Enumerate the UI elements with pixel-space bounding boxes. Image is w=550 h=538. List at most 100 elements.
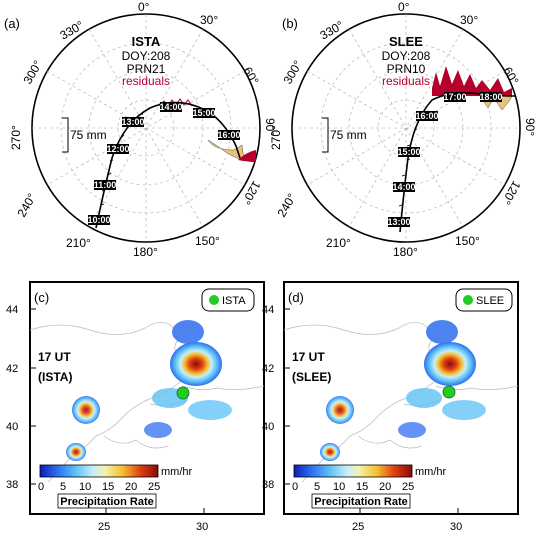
scale-label-b: 75 mm xyxy=(330,128,367,142)
polar-grid-a xyxy=(31,13,261,243)
az-0: 0° xyxy=(138,0,150,14)
station-marker-c xyxy=(176,386,190,400)
cbar-c-20: 20 xyxy=(125,481,137,493)
map-axes-c: 44 42 40 38 25 30 xyxy=(6,304,208,533)
precip-c xyxy=(66,320,232,461)
time-a-0: 10:00 xyxy=(87,215,110,225)
legend-label-d: SLEE xyxy=(476,295,504,307)
map-time-d: 17 UT xyxy=(292,350,325,364)
map-station-c: (ISTA) xyxy=(38,370,72,384)
doy-a: DOY:208 xyxy=(122,49,171,63)
cbar-c-5: 5 xyxy=(60,481,66,493)
az-90: 90° xyxy=(263,118,277,136)
time-a-4: 14:00 xyxy=(159,102,182,112)
scale-label-a: 75 mm xyxy=(70,128,107,142)
az-b-30: 30° xyxy=(460,13,478,27)
az-150: 150° xyxy=(195,234,220,248)
az-210: 210° xyxy=(66,236,91,250)
cbar-title-c: Precipitation Rate xyxy=(60,496,154,508)
prn-a: PRN21 xyxy=(127,62,166,76)
panel-letter-b: (b) xyxy=(282,16,298,31)
lon-c-25: 25 xyxy=(98,521,110,533)
az-b-90: 90° xyxy=(523,118,537,136)
az-240: 240° xyxy=(14,191,39,220)
map-axes-d: 44 42 40 38 25 30 xyxy=(262,304,462,533)
az-30: 30° xyxy=(200,13,218,27)
lat-c-42: 42 xyxy=(6,363,18,375)
time-b-5: 18:00 xyxy=(479,92,502,102)
az-b-240: 240° xyxy=(274,191,299,220)
az-b-210: 210° xyxy=(326,236,351,250)
az-b-0: 0° xyxy=(398,0,410,14)
time-labels-b: 13:00 14:00 15:00 16:00 17:00 18:00 xyxy=(387,92,503,227)
time-b-2: 15:00 xyxy=(397,147,420,157)
cbar-d-15: 15 xyxy=(356,481,368,493)
colorbar-c: 0 5 10 15 20 25 mm/hr Precipitation Rate xyxy=(38,464,193,509)
cbar-d-0: 0 xyxy=(292,481,298,493)
lat-c-44: 44 xyxy=(6,304,18,316)
az-b-120: 120° xyxy=(499,179,524,208)
precip-d xyxy=(320,320,486,461)
cbar-c-0: 0 xyxy=(38,481,44,493)
panel-letter-d: (d) xyxy=(288,290,304,305)
lat-d-40: 40 xyxy=(262,421,274,433)
time-a-1: 11:00 xyxy=(94,180,117,190)
time-labels-a: 10:00 11:00 12:00 13:00 14:00 15:00 16:0… xyxy=(87,102,241,225)
lat-c-38: 38 xyxy=(6,479,18,491)
cbar-unit-c: mm/hr xyxy=(161,466,193,478)
az-b-330: 330° xyxy=(318,18,347,43)
legend-label-c: ISTA xyxy=(222,295,246,307)
panel-b: 0° 30° 60° 90° 120° 150° 180° 210° 240° … xyxy=(269,0,537,259)
cbar-c-25: 25 xyxy=(148,481,160,493)
az-270: 270° xyxy=(9,125,23,150)
az-180: 180° xyxy=(133,245,158,259)
cbar-c-10: 10 xyxy=(79,481,91,493)
scale-bar-a: 75 mm xyxy=(62,117,107,153)
map-station-d: (SLEE) xyxy=(292,370,331,384)
panel-a: 0° 30° 60° 90° 120° 150° 180° 210° 240° … xyxy=(4,0,277,259)
prn-b: PRN10 xyxy=(387,62,426,76)
time-b-3: 16:00 xyxy=(415,111,438,121)
map-time-c: 17 UT xyxy=(38,350,71,364)
lon-c-30: 30 xyxy=(196,521,208,533)
time-a-3: 13:00 xyxy=(121,117,144,127)
cbar-d-5: 5 xyxy=(314,481,320,493)
residuals-label-a: residuals xyxy=(122,74,170,88)
az-330: 330° xyxy=(58,18,87,43)
time-a-2: 12:00 xyxy=(106,144,129,154)
station-title-b: SLEE xyxy=(389,34,423,49)
cbar-c-15: 15 xyxy=(102,481,114,493)
lat-d-42: 42 xyxy=(262,363,274,375)
lat-d-44: 44 xyxy=(262,304,274,316)
az-b-270: 270° xyxy=(269,125,283,150)
polar-grid-b xyxy=(291,13,521,243)
cbar-unit-d: mm/hr xyxy=(415,466,447,478)
panel-c: ISTA 17 UT (ISTA) (c) 44 42 40 38 25 30 … xyxy=(6,281,265,533)
panel-letter-c: (c) xyxy=(34,290,49,305)
station-title-a: ISTA xyxy=(132,34,161,49)
time-a-5: 15:00 xyxy=(192,108,215,118)
cbar-d-20: 20 xyxy=(379,481,391,493)
time-b-1: 14:00 xyxy=(392,182,415,192)
legend-d: SLEE xyxy=(455,288,513,312)
legend-c: ISTA xyxy=(201,288,255,312)
az-b-180: 180° xyxy=(393,245,418,259)
lon-d-25: 25 xyxy=(352,521,364,533)
station-marker-d xyxy=(442,385,456,399)
lat-d-38: 38 xyxy=(262,479,274,491)
lon-d-30: 30 xyxy=(450,521,462,533)
scale-bar-b: 75 mm xyxy=(322,117,367,153)
cbar-title-d: Precipitation Rate xyxy=(314,496,408,508)
az-b-150: 150° xyxy=(455,234,480,248)
cbar-d-10: 10 xyxy=(333,481,345,493)
panel-letter-a: (a) xyxy=(4,16,20,31)
colorbar-d: 0 5 10 15 20 25 mm/hr Precipitation Rate xyxy=(292,464,447,509)
doy-b: DOY:208 xyxy=(382,49,431,63)
lat-c-40: 40 xyxy=(6,421,18,433)
cbar-d-25: 25 xyxy=(402,481,414,493)
panel-d: SLEE 17 UT (SLEE) (d) 44 42 40 38 25 30 … xyxy=(262,281,519,533)
time-a-6: 16:00 xyxy=(217,130,240,140)
az-120: 120° xyxy=(239,179,264,208)
residuals-label-b: residuals xyxy=(382,74,430,88)
